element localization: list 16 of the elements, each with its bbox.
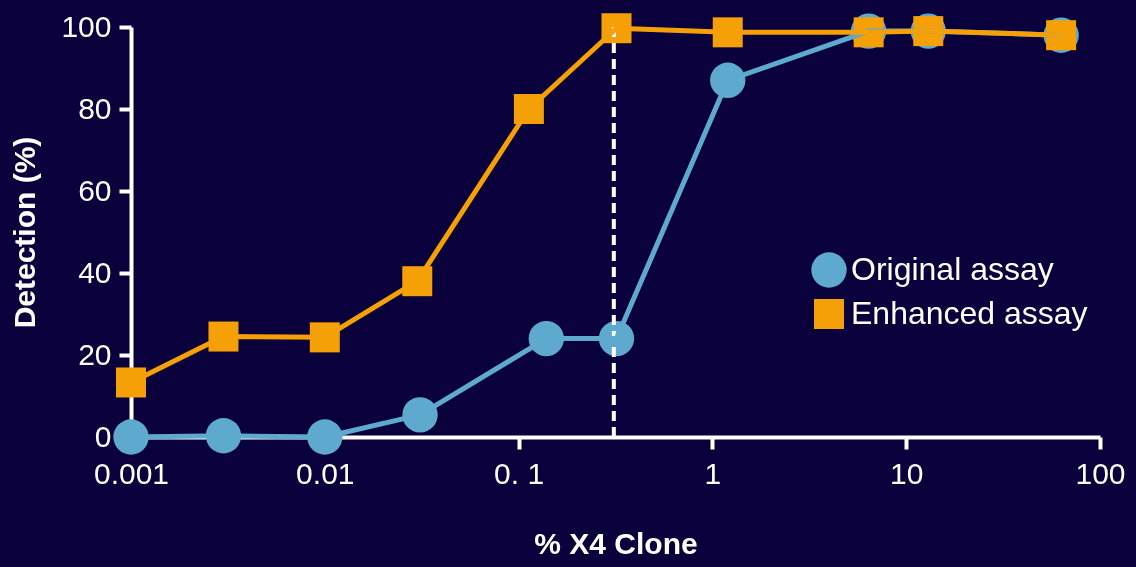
y-axis-title: Detection (%) bbox=[8, 136, 42, 329]
x-tick-label: 0.001 bbox=[93, 456, 170, 490]
x-tick-label: 100 bbox=[1075, 456, 1126, 490]
x-tick-label: 0.01 bbox=[296, 456, 355, 490]
x-tick-label: 10 bbox=[890, 456, 924, 490]
y-tick-label: 0 bbox=[94, 419, 112, 453]
x-tick-label: 0. 1 bbox=[494, 456, 545, 490]
y-tick-label: 60 bbox=[78, 173, 112, 207]
x-axis-title: % X4 Clone bbox=[534, 526, 698, 560]
y-tick-label: 80 bbox=[78, 91, 112, 125]
legend-label: Original assay bbox=[851, 251, 1054, 287]
y-tick-label: 100 bbox=[61, 9, 112, 43]
x-tick-label: 1 bbox=[704, 456, 722, 490]
y-tick-label: 20 bbox=[78, 337, 112, 371]
legend-label: Enhanced assay bbox=[851, 295, 1088, 331]
y-tick-label: 40 bbox=[78, 255, 112, 289]
